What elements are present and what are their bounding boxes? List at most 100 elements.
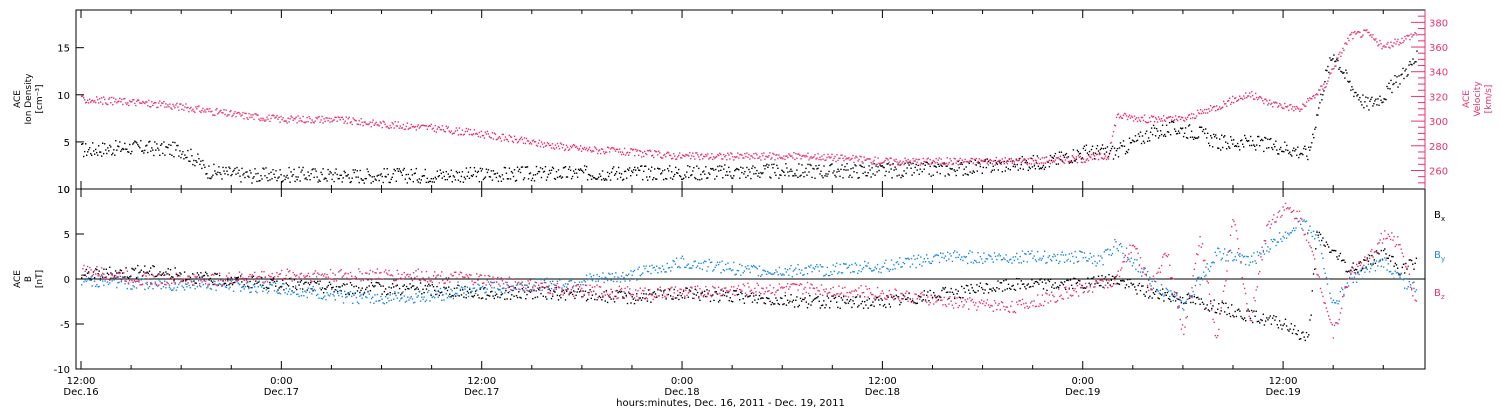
by-point: [370, 297, 373, 300]
velocity-point: [1152, 115, 1155, 118]
bx-point: [869, 304, 872, 307]
velocity-point: [885, 157, 887, 159]
by-point: [730, 269, 733, 272]
by-point: [1027, 250, 1029, 253]
density-point: [834, 174, 836, 177]
velocity-point: [878, 162, 880, 164]
by-point: [1176, 294, 1178, 296]
bx-point: [1368, 254, 1371, 257]
density-point: [486, 171, 489, 174]
bx-point: [270, 278, 272, 280]
velocity-point: [868, 158, 870, 160]
bx-point: [606, 301, 609, 304]
bx-point: [760, 297, 762, 300]
density-point: [410, 168, 412, 171]
by-point: [432, 295, 435, 298]
density-point: [268, 172, 270, 175]
density-point: [214, 170, 216, 172]
velocity-point: [362, 124, 364, 127]
density-point: [476, 171, 479, 174]
density-point: [1246, 139, 1248, 142]
bx-point: [431, 284, 433, 286]
density-point: [948, 174, 950, 176]
density-point: [347, 173, 349, 176]
density-point: [516, 166, 519, 168]
density-point: [1377, 98, 1379, 100]
velocity-point: [854, 157, 856, 159]
velocity-point: [623, 147, 626, 150]
velocity-point: [749, 158, 751, 160]
velocity-point: [1390, 41, 1392, 43]
density-point: [469, 166, 472, 169]
bx-point: [1181, 297, 1184, 299]
velocity-point: [1413, 34, 1415, 36]
density-point: [202, 159, 204, 162]
bx-point: [978, 285, 980, 288]
density-point: [1278, 153, 1280, 155]
velocity-point: [1013, 161, 1015, 163]
velocity-point: [322, 122, 324, 124]
bx-point: [203, 274, 206, 277]
velocity-point: [448, 130, 450, 132]
bx-point: [373, 286, 375, 288]
velocity-point: [788, 153, 790, 155]
velocity-point: [369, 121, 371, 123]
bx-point: [380, 285, 382, 287]
by-point: [1120, 242, 1122, 245]
velocity-point: [1076, 162, 1079, 164]
density-point: [1083, 145, 1086, 147]
velocity-point: [1032, 160, 1035, 162]
by-point: [425, 299, 428, 301]
by-point: [1153, 280, 1156, 282]
bx-point: [1346, 271, 1349, 273]
velocity-point: [1039, 158, 1042, 160]
by-point: [381, 298, 383, 300]
density-point: [747, 175, 749, 177]
bx-point: [1033, 282, 1035, 285]
by-point: [549, 281, 552, 283]
by-point: [463, 292, 465, 294]
by-point: [920, 256, 922, 258]
by-point: [356, 301, 359, 303]
by-point: [608, 272, 610, 275]
density-point: [825, 173, 827, 175]
bx-point: [137, 264, 139, 267]
bx-point: [919, 295, 921, 298]
velocity-point: [975, 157, 977, 160]
by-point: [973, 259, 976, 262]
bx-point: [1324, 245, 1326, 247]
by-point: [379, 299, 381, 302]
density-point: [163, 141, 165, 143]
density-point: [705, 166, 707, 168]
bx-point: [1228, 312, 1231, 315]
density-point: [169, 153, 171, 155]
by-point: [146, 281, 148, 284]
density-point: [971, 172, 973, 174]
velocity-point: [335, 116, 337, 119]
density-point: [573, 172, 576, 174]
bx-point: [1356, 269, 1358, 271]
by-point: [762, 269, 764, 271]
velocity-point: [230, 110, 232, 112]
velocity-point: [861, 161, 863, 163]
velocity-point: [1292, 106, 1294, 108]
velocity-point: [711, 153, 713, 155]
by-point: [823, 275, 825, 277]
velocity-point: [288, 121, 290, 123]
bx-point: [1363, 259, 1365, 261]
velocity-point: [1407, 35, 1409, 37]
by-point: [1051, 260, 1053, 262]
bx-point: [786, 299, 789, 301]
velocity-point: [845, 158, 847, 160]
density-point: [1263, 150, 1265, 153]
velocity-point: [757, 157, 759, 159]
by-point: [1213, 262, 1215, 264]
by-point: [298, 295, 300, 298]
velocity-point: [875, 163, 877, 165]
by-point: [424, 300, 426, 303]
density-point: [182, 151, 184, 153]
bx-point: [1031, 279, 1033, 281]
bx-point: [532, 298, 534, 300]
density-point: [645, 165, 647, 167]
density-point: [788, 175, 790, 177]
